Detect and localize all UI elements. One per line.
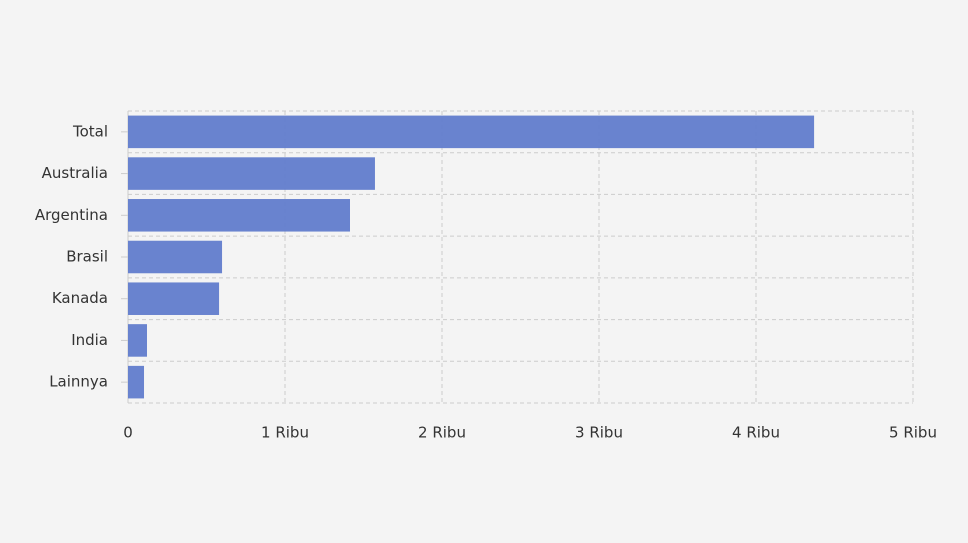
bar — [128, 324, 147, 357]
y-tick-label: Lainnya — [49, 373, 108, 391]
y-tick-label: Australia — [42, 164, 108, 182]
y-tick-label: India — [71, 331, 108, 349]
y-tick-label: Total — [72, 122, 108, 140]
x-tick-label: 4 Ribu — [732, 424, 780, 442]
bar — [128, 115, 815, 149]
y-tick-label: Argentina — [35, 206, 108, 224]
x-tick-label: 0 — [123, 424, 133, 442]
bar — [128, 157, 375, 190]
x-tick-label: 2 Ribu — [418, 424, 466, 442]
bar — [128, 365, 145, 399]
y-tick-label: Brasil — [66, 248, 108, 266]
y-tick-label: Kanada — [52, 289, 108, 307]
x-tick-label: 5 Ribu — [889, 424, 937, 442]
bar — [128, 282, 220, 315]
bar — [128, 199, 350, 232]
x-tick-label: 1 Ribu — [261, 424, 309, 442]
x-tick-label: 3 Ribu — [575, 424, 623, 442]
bar — [128, 240, 223, 274]
